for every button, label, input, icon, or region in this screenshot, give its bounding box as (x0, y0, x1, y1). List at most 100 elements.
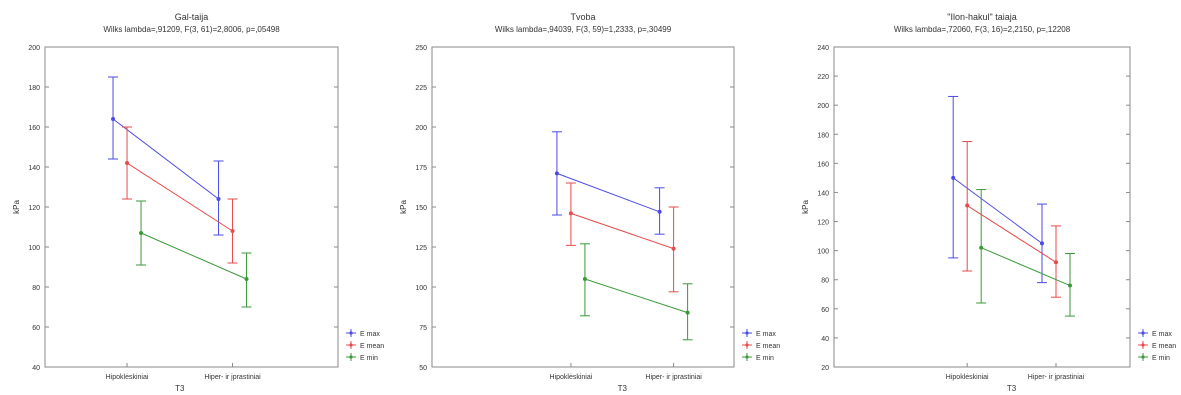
series-line (981, 247, 1071, 287)
data-point (657, 209, 662, 214)
legend-label: E min (756, 355, 774, 362)
data-point (671, 246, 676, 251)
y-tick-label: 60 (821, 307, 829, 314)
y-tick-label: 220 (817, 74, 829, 81)
y-tick-label: 120 (817, 220, 829, 227)
y-tick-label: 20 (821, 365, 829, 372)
legend-marker (349, 355, 353, 359)
y-tick-label: 60 (32, 325, 40, 332)
data-point (125, 161, 130, 165)
y-axis-label: kPa (801, 200, 810, 214)
y-tick-label: 140 (28, 165, 40, 172)
chart-subtitle: Wilks lambda=,94039, F(3, 59)=1,2333, p=… (495, 25, 672, 34)
y-tick-label: 125 (415, 245, 427, 252)
legend-label: E max (360, 331, 380, 338)
y-tick-label: 150 (415, 205, 427, 212)
legend-marker (1141, 355, 1145, 359)
legend-marker (1141, 343, 1145, 347)
y-tick-label: 100 (817, 249, 829, 256)
legend-marker (745, 343, 749, 347)
x-tick-label: Hipoklėskiniai (106, 374, 149, 381)
chart-panel-ilon-hakul-taiaja: "Ilon-hakul" taiaja Wilks lambda=,72060, … (788, 0, 1181, 395)
y-tick-label: 100 (415, 285, 427, 292)
data-point (1040, 241, 1044, 246)
series-line (584, 278, 688, 314)
legend-label: E mean (1152, 343, 1176, 350)
chart-panel-tvoba: Tvoba Wilks lambda=,94039, F(3, 59)=1,233… (394, 0, 786, 395)
data-point (568, 211, 573, 216)
y-tick-label: 80 (821, 278, 829, 285)
x-tick-label: Hiper- ir įprastiniai (1028, 374, 1085, 381)
chart-svg: "Ilon-hakul" taiaja Wilks lambda=,72060, … (801, 12, 1176, 393)
chart-panel-gal-taija: Gal-taija Wilks lambda=,91209, F(3, 61)=2… (0, 0, 392, 395)
data-point (965, 203, 970, 208)
y-tick-label: 180 (28, 85, 40, 92)
y-tick-label: 75 (419, 325, 427, 332)
chart-svg: Tvoba Wilks lambda=,94039, F(3, 59)=1,233… (399, 12, 780, 393)
y-axis-label: kPa (399, 200, 408, 214)
plot-frame (833, 46, 1131, 368)
y-tick-label: 80 (32, 285, 40, 292)
x-tick-label: Hipoklėskiniai (550, 374, 593, 381)
y-tick-label: 180 (817, 132, 829, 139)
y-tick-label: 240 (817, 45, 829, 52)
data-point (1054, 260, 1058, 265)
data-point (244, 277, 249, 281)
data-point (554, 171, 559, 176)
x-axis-label: T3 (618, 384, 628, 393)
series-line (112, 118, 219, 200)
legend-marker (1141, 331, 1145, 335)
x-axis-label: T3 (175, 384, 185, 393)
y-tick-label: 100 (28, 245, 40, 252)
legend-label: E mean (756, 343, 780, 350)
x-axis-label: T3 (1007, 384, 1017, 393)
y-tick-label: 160 (28, 125, 40, 132)
y-tick-label: 175 (415, 165, 427, 172)
legend-label: E max (1152, 331, 1172, 338)
y-tick-label: 40 (821, 336, 829, 343)
series-line (556, 172, 660, 213)
data-point (111, 117, 116, 121)
chart-subtitle: Wilks lambda=,72060, F(3, 16)=2,2150, p=… (894, 25, 1071, 34)
y-tick-label: 40 (32, 365, 40, 372)
legend-label: E mean (360, 343, 384, 350)
y-tick-label: 250 (415, 45, 427, 52)
series-line (140, 232, 247, 280)
data-point (1068, 283, 1072, 288)
data-point (685, 310, 690, 315)
y-axis-label: kPa (12, 200, 21, 214)
x-tick-label: Hipoklėskiniai (946, 374, 989, 381)
legend-label: E min (1152, 355, 1170, 362)
chart-title: Tvoba (570, 12, 595, 22)
chart-title: Gal-taija (175, 12, 209, 22)
legend-marker (745, 331, 749, 335)
series-line (126, 162, 233, 232)
data-point (139, 231, 144, 235)
y-tick-label: 200 (415, 125, 427, 132)
x-tick-label: Hiper- ir įprastiniai (645, 374, 702, 381)
data-point (216, 197, 221, 201)
y-tick-label: 120 (28, 205, 40, 212)
chart-subtitle: Wilks lambda=,91209, F(3, 61)=2,8006, p=… (103, 25, 280, 34)
legend-marker (745, 355, 749, 359)
y-tick-label: 140 (817, 190, 829, 197)
y-tick-label: 200 (817, 103, 829, 110)
y-tick-label: 225 (415, 85, 427, 92)
data-point (951, 175, 956, 180)
plot-frame (44, 46, 339, 368)
data-point (582, 277, 587, 281)
legend-marker (349, 331, 353, 335)
legend-marker (349, 343, 353, 347)
chart-title: "Ilon-hakul" taiaja (947, 12, 1016, 22)
y-tick-label: 200 (28, 45, 40, 52)
series-line (966, 205, 1057, 263)
data-point (230, 229, 235, 233)
legend-label: E min (360, 355, 378, 362)
legend-label: E max (756, 331, 776, 338)
x-tick-label: Hiper- ir įprastiniai (204, 374, 261, 381)
series-line (570, 212, 674, 250)
y-tick-label: 160 (817, 161, 829, 168)
data-point (979, 245, 984, 250)
series-line (952, 177, 1043, 244)
y-tick-label: 50 (419, 365, 427, 372)
